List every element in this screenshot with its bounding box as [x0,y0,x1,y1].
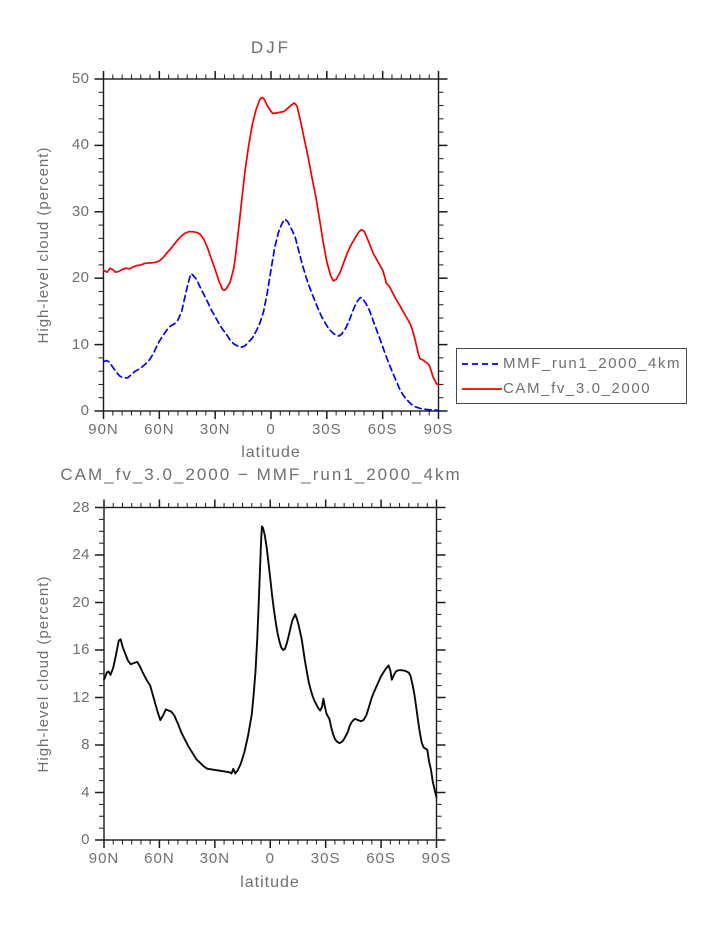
bottom-x-axis-title: latitude [240,874,300,891]
legend-entry-cam: CAM_fv_3.0_2000 [457,376,686,401]
legend-entry-mmf: MMF_run1_2000_4km [457,351,686,376]
y-tick-label: 40 [71,136,90,154]
y-tick-label: 0 [81,831,90,848]
legend-solid-line-icon [462,387,502,390]
series-line-cam-fv-3-0-2000-minus-mmf-run1-2000-4km [103,525,438,799]
x-tick-label: 60S [366,850,396,867]
bottom-panel-title: CAM_fv_3.0_2000 − MMF_run1_2000_4km [60,465,462,484]
x-tick-label: 30S [310,850,341,867]
x-tick-label: 60S [367,421,398,438]
legend-dashed-line-icon [462,362,502,365]
x-tick-label: 90S [423,421,454,438]
y-tick-label: 12 [72,688,90,706]
y-tick-label: 0 [80,402,90,419]
top-panel-title: DJF [250,38,292,57]
x-tick-label: 0 [266,421,276,438]
x-tick-label: 30N [199,421,231,438]
y-tick-label: 20 [72,593,90,611]
bottom-y-axis-title: High-level cloud (percent) [35,575,52,773]
series-line-mmf-run1-2000-4km [102,218,440,412]
legend-label-cam: CAM_fv_3.0_2000 [503,380,652,397]
x-tick-label: 90N [88,850,120,867]
legend: MMF_run1_2000_4km CAM_fv_3.0_2000 [456,348,687,404]
y-tick-label: 30 [71,202,90,220]
y-tick-label: 8 [81,736,90,753]
y-tick-label: 28 [72,498,90,516]
top-y-axis-title: High-level cloud (percent) [35,146,52,344]
x-tick-label: 60N [144,850,175,867]
x-tick-label: 30N [199,850,231,867]
x-tick-label: 0 [265,850,275,867]
x-tick-label: 60N [144,421,175,438]
x-tick-label: 90S [421,850,452,867]
y-tick-label: 24 [72,546,90,563]
series-line-cam-fv-3-0-2000 [102,96,440,386]
x-tick-label: 90N [88,421,119,438]
x-tick-label: 30S [311,421,342,438]
y-tick-label: 50 [71,70,90,87]
top-x-axis-title: latitude [241,444,301,461]
y-tick-label: 16 [72,641,90,658]
legend-label-mmf: MMF_run1_2000_4km [503,355,682,372]
y-tick-label: 10 [71,335,90,353]
y-tick-label: 20 [71,269,90,287]
y-tick-label: 4 [81,783,90,801]
